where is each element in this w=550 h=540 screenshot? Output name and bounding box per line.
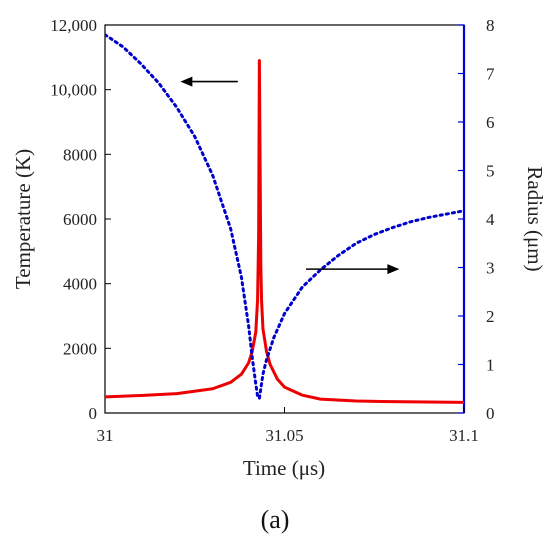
annotation-layer bbox=[180, 76, 400, 275]
ticks-layer: 0 2000 4000 6000 8000 10,000 12,000 0 1 2 3 4 5 6 7 8 31… bbox=[50, 16, 495, 445]
left-axis-title: Temperature (K) bbox=[11, 149, 35, 289]
left-tick-label: 6000 bbox=[63, 210, 97, 229]
right-tick-label: 6 bbox=[486, 113, 495, 132]
temperature-series-line bbox=[105, 59, 464, 404]
left-tick-label: 10,000 bbox=[50, 81, 97, 100]
axes-layer bbox=[104, 24, 466, 414]
right-tick-label: 7 bbox=[486, 65, 495, 84]
right-tick-label: 2 bbox=[486, 307, 495, 326]
x-axis-title: Time (μs) bbox=[243, 456, 325, 480]
annotation-arrow-head bbox=[387, 264, 400, 275]
left-tick-label: 0 bbox=[89, 404, 98, 423]
left-tick-label: 2000 bbox=[63, 339, 97, 358]
right-axis-title: Radius (μm) bbox=[523, 166, 547, 271]
series-layer bbox=[105, 33, 464, 404]
left-tick-label: 4000 bbox=[63, 275, 97, 294]
right-tick-label: 4 bbox=[486, 210, 495, 229]
right-tick-label: 5 bbox=[486, 162, 495, 181]
left-tick-label: 8000 bbox=[63, 145, 97, 164]
x-tick-label: 31 bbox=[97, 426, 114, 445]
right-tick-label: 8 bbox=[486, 16, 495, 35]
plot-frame bbox=[104, 24, 465, 414]
figure-caption: (a) bbox=[261, 505, 290, 534]
annotation-arrow-head bbox=[180, 76, 193, 87]
right-tick-label: 3 bbox=[486, 259, 495, 278]
right-tick-label: 1 bbox=[486, 356, 495, 375]
x-tick-label: 31.1 bbox=[449, 426, 479, 445]
radius-series-line bbox=[105, 33, 464, 400]
x-tick-label: 31.05 bbox=[265, 426, 303, 445]
right-tick-label: 0 bbox=[486, 404, 495, 423]
left-tick-label: 12,000 bbox=[50, 16, 97, 35]
